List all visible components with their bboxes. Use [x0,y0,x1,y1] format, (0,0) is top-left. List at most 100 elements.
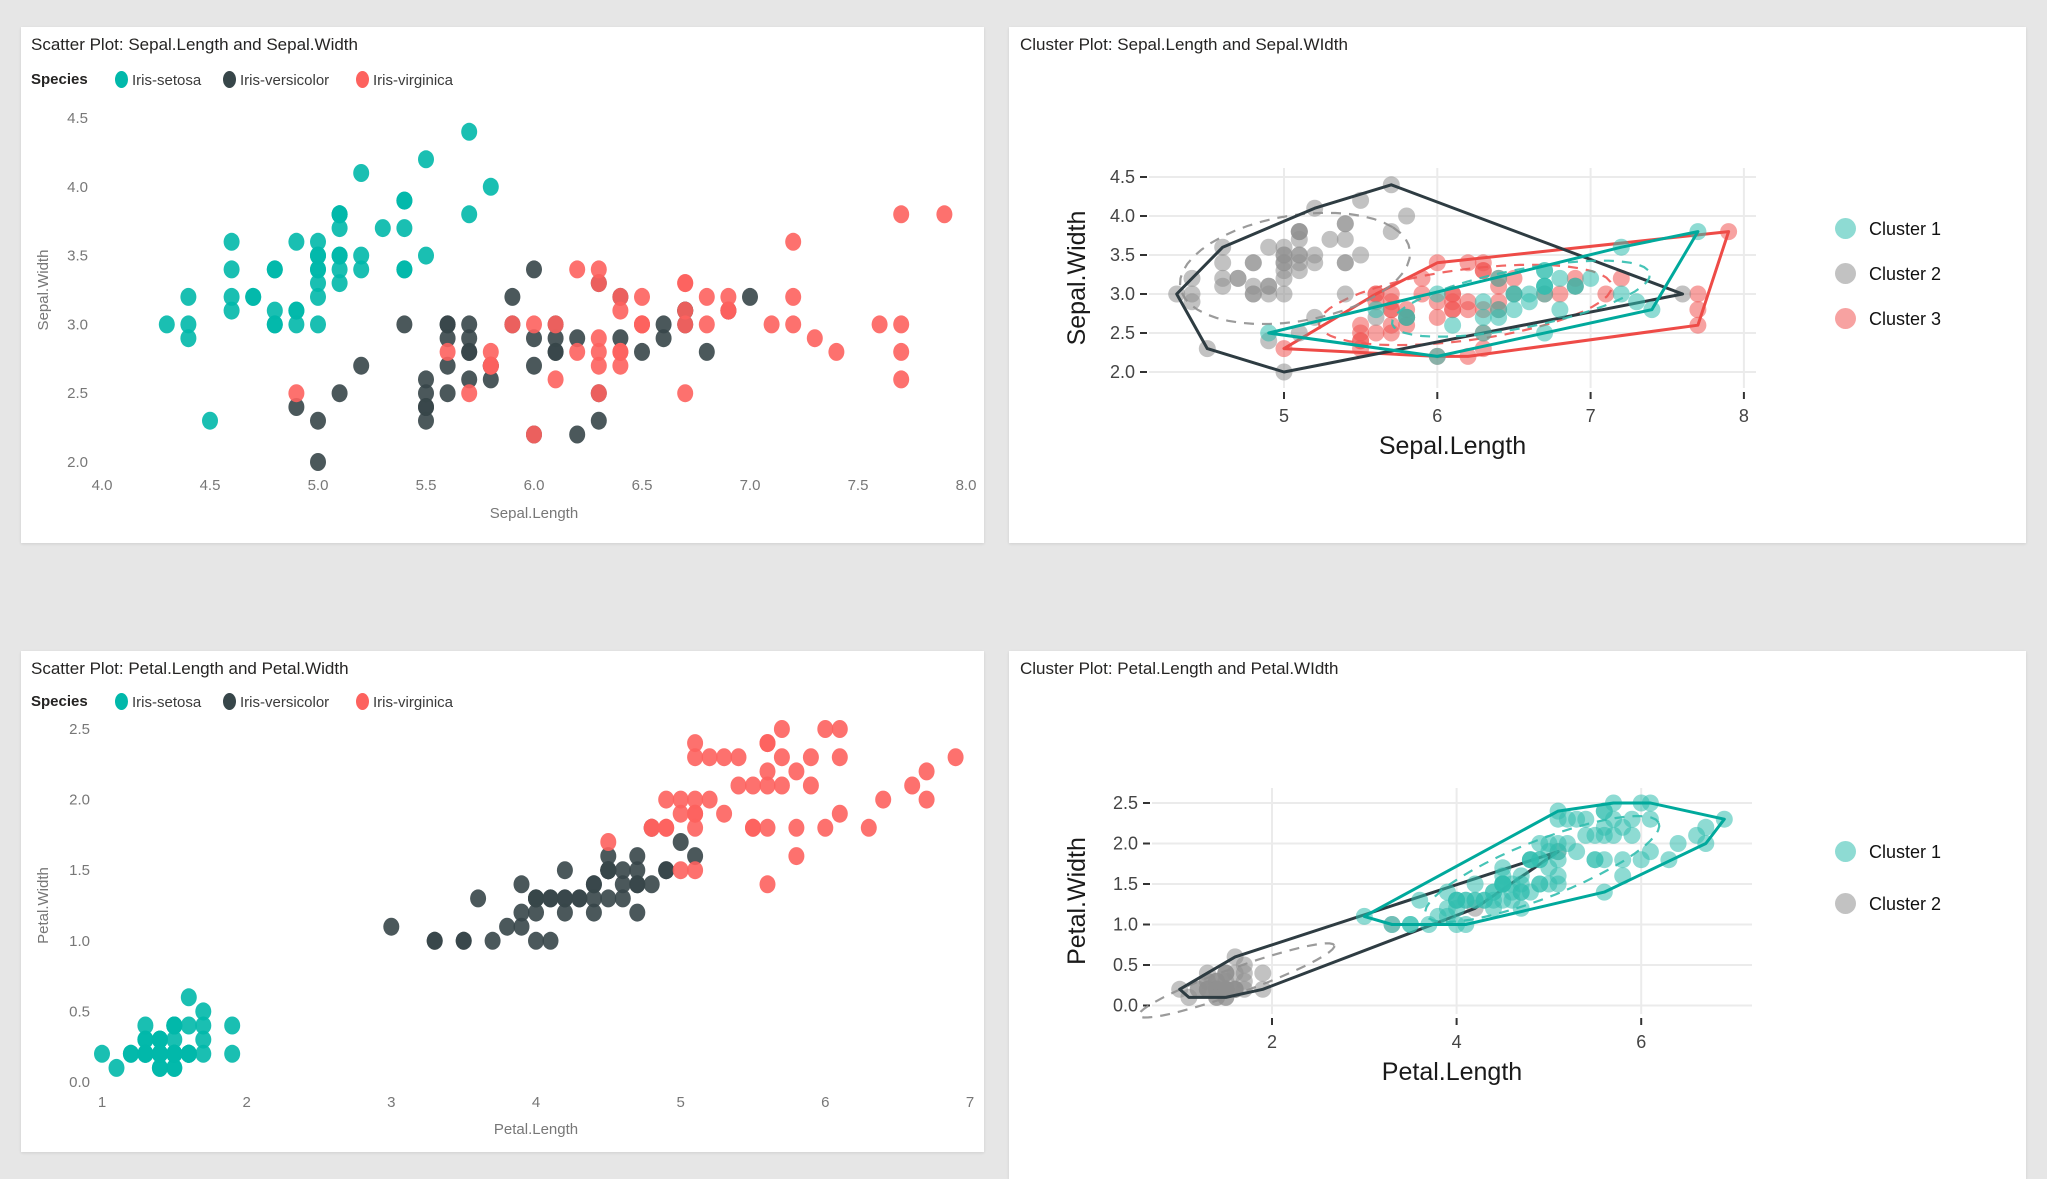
scatter-point-Iris-setosa[interactable] [151,1058,168,1077]
scatter-point-Iris-virginica[interactable] [759,776,776,795]
scatter-point-Iris-virginica[interactable] [590,384,607,403]
scatter-point-Iris-virginica[interactable] [785,287,802,306]
scatter-point-Iris-versicolor[interactable] [461,315,478,334]
scatter-point-Iris-versicolor[interactable] [526,356,542,375]
scatter-point-Iris-virginica[interactable] [590,356,607,375]
scatter-point-Iris-setosa[interactable] [331,205,348,224]
scatter-point-Iris-setosa[interactable] [266,260,283,279]
scatter-point-Iris-virginica[interactable] [763,315,780,334]
scatter-point-Iris-versicolor[interactable] [612,329,629,348]
scatter-point-Iris-setosa[interactable] [195,1002,212,1021]
scatter-point-Iris-virginica[interactable] [701,790,718,809]
scatter-point-Iris-virginica[interactable] [482,342,499,361]
scatter-point-Iris-versicolor[interactable] [482,370,499,389]
scatter-point-Iris-virginica[interactable] [936,205,953,224]
scatter-point-Iris-virginica[interactable] [745,776,761,795]
scatter-point-Iris-virginica[interactable] [904,776,921,795]
scatter-point-Iris-virginica[interactable] [687,748,704,767]
scatter-point-Iris-setosa[interactable] [195,1030,212,1049]
scatter-point-Iris-versicolor[interactable] [629,875,646,894]
scatter-point-Iris-setosa[interactable] [418,150,434,169]
scatter-point-Iris-virginica[interactable] [612,356,629,375]
scatter-point-Iris-virginica[interactable] [569,260,586,279]
scatter-point-Iris-setosa[interactable] [166,1044,183,1063]
scatter-point-Iris-virginica[interactable] [817,818,834,837]
scatter-point-Iris-setosa[interactable] [195,1016,212,1035]
scatter-point-Iris-virginica[interactable] [677,274,694,293]
scatter-point-Iris-setosa[interactable] [396,219,413,238]
scatter-point-Iris-virginica[interactable] [720,301,737,320]
scatter-point-Iris-virginica[interactable] [504,315,521,334]
scatter-point-Iris-setosa[interactable] [94,1044,110,1063]
scatter-point-Iris-virginica[interactable] [759,818,776,837]
scatter-point-Iris-versicolor[interactable] [353,356,370,375]
scatter-point-Iris-virginica[interactable] [547,370,564,389]
scatter-point-Iris-virginica[interactable] [759,875,776,894]
scatter-point-Iris-virginica[interactable] [590,274,607,293]
scatter-point-Iris-virginica[interactable] [802,776,819,795]
scatter-point-Iris-virginica[interactable] [672,804,689,823]
scatter-point-Iris-virginica[interactable] [288,384,305,403]
scatter-point-Iris-versicolor[interactable] [439,384,456,403]
scatter-point-Iris-virginica[interactable] [828,342,845,361]
scatter-point-Iris-versicolor[interactable] [528,903,544,922]
scatter-point-Iris-virginica[interactable] [612,287,629,306]
scatter-point-Iris-virginica[interactable] [817,720,834,738]
scatter-point-Iris-setosa[interactable] [482,177,499,196]
scatter-point-Iris-versicolor[interactable] [542,889,559,908]
scatter-point-Iris-setosa[interactable] [202,411,218,430]
scatter-point-Iris-setosa[interactable] [331,219,348,238]
scatter-point-Iris-virginica[interactable] [730,776,747,795]
scatter-point-Iris-virginica[interactable] [658,790,675,809]
scatter-point-Iris-versicolor[interactable] [439,356,456,375]
scatter-point-Iris-setosa[interactable] [223,260,240,279]
scatter-point-Iris-versicolor[interactable] [528,889,544,908]
scatter-point-Iris-virginica[interactable] [831,804,848,823]
scatter-point-Iris-setosa[interactable] [396,260,413,279]
scatter-point-Iris-setosa[interactable] [224,1044,241,1063]
scatter-point-Iris-virginica[interactable] [672,861,689,880]
scatter-point-Iris-versicolor[interactable] [461,342,478,361]
scatter-point-Iris-versicolor[interactable] [655,329,672,348]
scatter-point-Iris-versicolor[interactable] [484,931,501,950]
scatter-point-Iris-virginica[interactable] [439,342,456,361]
scatter-point-Iris-setosa[interactable] [331,246,348,265]
scatter-point-Iris-versicolor[interactable] [310,411,326,430]
scatter-point-Iris-versicolor[interactable] [528,931,544,950]
scatter-point-Iris-versicolor[interactable] [439,329,456,348]
legend-item-setosa[interactable]: Iris-setosa [132,72,202,89]
scatter-point-Iris-versicolor[interactable] [418,384,434,403]
scatter-point-Iris-setosa[interactable] [310,315,326,334]
scatter-point-Iris-virginica[interactable] [759,762,776,781]
scatter-point-Iris-setosa[interactable] [310,260,326,279]
scatter-point-Iris-setosa[interactable] [137,1030,154,1049]
scatter-point-Iris-setosa[interactable] [223,301,240,320]
scatter-point-Iris-setosa[interactable] [166,1030,183,1049]
scatter-point-Iris-versicolor[interactable] [698,342,715,361]
scatter-point-Iris-setosa[interactable] [288,315,305,334]
scatter-point-Iris-versicolor[interactable] [542,931,559,950]
scatter-point-Iris-virginica[interactable] [687,861,704,880]
scatter-point-Iris-virginica[interactable] [831,748,848,767]
scatter-point-Iris-setosa[interactable] [224,1016,241,1035]
scatter-point-Iris-setosa[interactable] [195,1044,212,1063]
scatter-point-Iris-virginica[interactable] [590,342,607,361]
scatter-point-Iris-virginica[interactable] [612,301,629,320]
scatter-point-Iris-versicolor[interactable] [418,398,434,416]
scatter-point-Iris-versicolor[interactable] [504,287,521,306]
scatter-point-Iris-setosa[interactable] [331,274,348,293]
scatter-point-Iris-virginica[interactable] [461,384,478,403]
scatter-point-Iris-versicolor[interactable] [629,861,646,880]
scatter-point-Iris-versicolor[interactable] [547,329,564,348]
scatter-point-Iris-versicolor[interactable] [418,411,434,430]
scatter-point-Iris-virginica[interactable] [893,315,910,334]
scatter-point-Iris-setosa[interactable] [108,1058,125,1077]
scatter-point-Iris-setosa[interactable] [288,232,305,251]
scatter-point-Iris-virginica[interactable] [687,804,704,823]
scatter-point-Iris-virginica[interactable] [634,315,650,334]
scatter-point-Iris-versicolor[interactable] [585,889,602,908]
scatter-point-Iris-virginica[interactable] [893,370,910,389]
scatter-point-Iris-virginica[interactable] [773,776,790,795]
scatter-point-Iris-virginica[interactable] [590,329,607,348]
scatter-point-Iris-versicolor[interactable] [288,398,305,416]
